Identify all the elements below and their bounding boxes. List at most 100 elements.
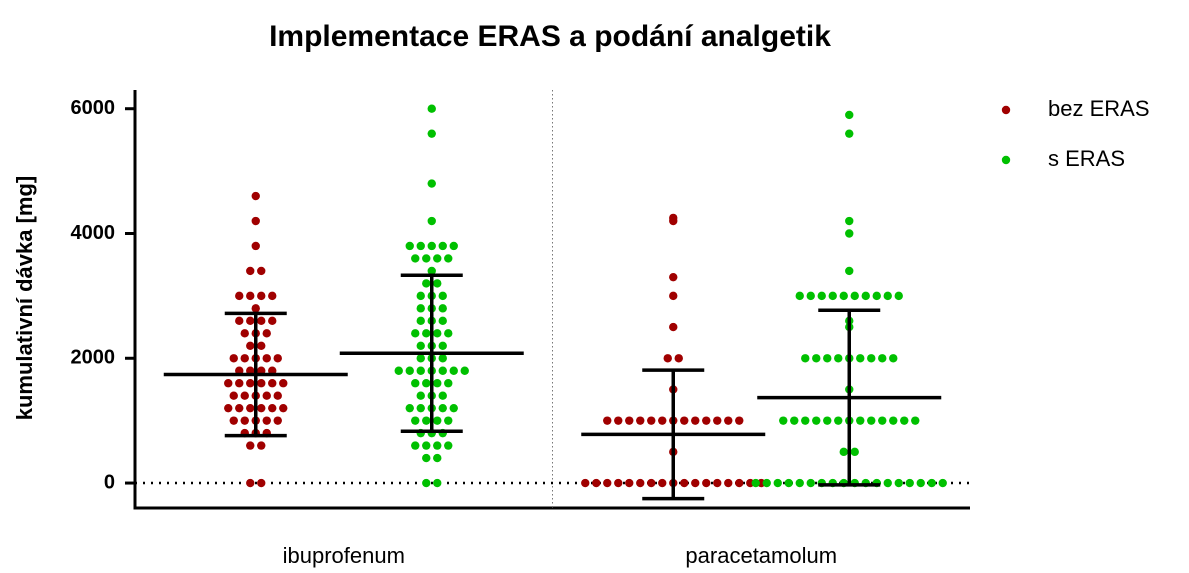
data-point [916,478,925,488]
data-point [680,478,689,488]
data-point [405,366,414,375]
data-point [257,341,266,350]
data-point [235,379,244,388]
data-point [229,354,238,363]
data-point [422,416,431,425]
data-point [405,403,414,413]
data-point [636,416,645,425]
data-point [636,478,645,488]
data-point [422,329,431,338]
data-point [394,366,403,375]
data-point [411,379,420,388]
data-point [416,403,425,413]
data-point [251,304,260,313]
x-tick-label: ibuprofenum [283,543,405,568]
data-point [262,416,271,425]
data-point [795,291,804,301]
data-point [416,291,425,301]
data-point [911,416,920,425]
data-point [246,316,255,326]
legend-label: bez ERAS [1048,96,1150,121]
data-point [268,291,277,301]
data-point [246,379,255,388]
data-point [427,216,436,226]
data-point [856,354,865,363]
data-point [647,416,656,425]
data-point [839,291,848,301]
data-point [405,241,414,251]
data-point [625,416,634,425]
data-point [246,341,255,350]
data-point [268,403,277,413]
chart-title: Implementace ERAS a podání analgetik [269,20,831,53]
data-point [834,416,843,425]
data-point [867,416,876,425]
data-point [867,354,876,363]
data-point [927,478,936,488]
data-point [845,129,854,138]
legend-label: s ERAS [1048,146,1125,171]
data-point [438,403,447,413]
data-point [592,478,601,488]
data-point [905,478,914,488]
data-point [702,478,711,488]
y-tick-label: 6000 [71,97,116,119]
data-point [224,379,233,388]
data-point [850,447,859,457]
data-point [680,416,689,425]
data-point [658,416,667,425]
data-point [433,379,442,388]
legend-marker [1001,105,1011,115]
data-point [790,416,799,425]
data-point [817,291,826,301]
data-point [257,441,266,450]
data-point [229,416,238,425]
data-point [433,279,442,288]
data-point [839,447,848,457]
data-point [702,416,711,425]
data-point [262,391,271,400]
data-point [449,241,458,251]
data-point [273,354,282,363]
data-point [449,403,458,413]
data-point [422,379,431,388]
data-point [850,291,859,301]
data-point [438,366,447,375]
data-point [433,441,442,450]
data-point [845,266,854,276]
data-point [268,316,277,326]
data-point [427,104,436,113]
data-point [625,478,634,488]
data-point [240,329,249,338]
data-point [246,478,255,488]
data-point [674,354,683,363]
data-point [257,266,266,276]
data-point [669,291,678,301]
data-point [658,478,667,488]
data-point [235,316,244,326]
data-point [647,478,656,488]
data-point [262,354,271,363]
data-point [246,441,255,450]
data-point [257,478,266,488]
data-point [257,316,266,326]
data-point [257,291,266,301]
data-point [900,416,909,425]
data-point [273,391,282,400]
data-point [845,110,854,120]
data-point [823,354,832,363]
data-point [801,416,810,425]
data-point [735,416,744,425]
data-point [691,478,700,488]
data-point [416,354,425,363]
data-point [724,478,733,488]
data-point [416,304,425,313]
data-point [438,354,447,363]
data-point [845,216,854,226]
data-point [460,366,469,375]
data-point [889,354,898,363]
data-point [444,329,453,338]
data-point [444,379,453,388]
data-point [235,291,244,301]
